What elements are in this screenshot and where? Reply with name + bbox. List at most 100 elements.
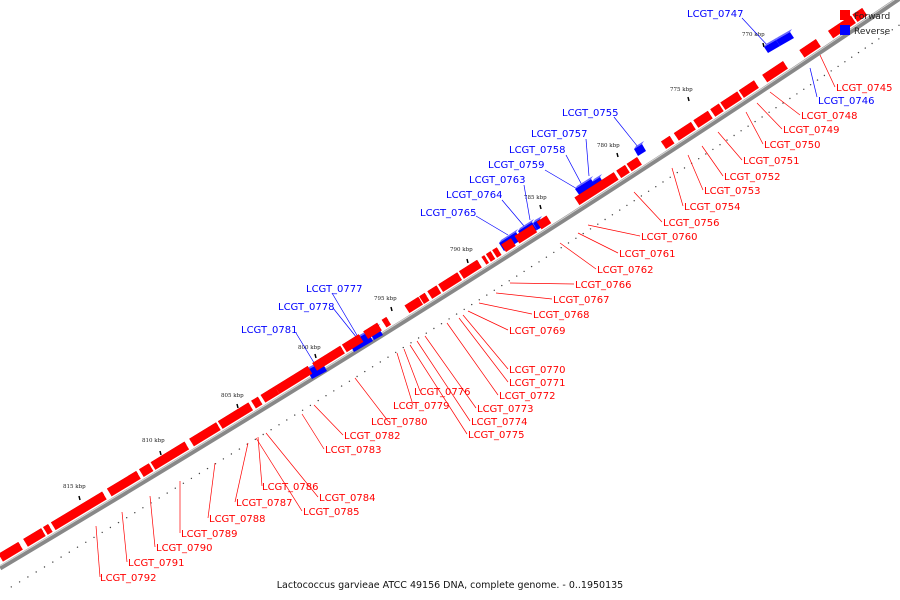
gene-label[interactable]: LCGT_0781: [241, 325, 298, 336]
gene-label[interactable]: LCGT_0772: [499, 391, 556, 402]
gene-label[interactable]: LCGT_0745: [836, 83, 893, 94]
forward-gene-block[interactable]: [799, 39, 821, 58]
gene-label[interactable]: LCGT_0764: [446, 190, 503, 201]
gene-label[interactable]: LCGT_0776: [414, 387, 471, 398]
forward-gene-block[interactable]: [342, 334, 364, 353]
gene-label[interactable]: LCGT_0773: [477, 404, 534, 415]
gene-label[interactable]: LCGT_0777: [306, 284, 363, 295]
tick-label: 810 kbp: [142, 438, 165, 444]
forward-gene-block[interactable]: [501, 238, 516, 253]
gene-label[interactable]: LCGT_0771: [509, 378, 566, 389]
gene-lcgt-0755[interactable]: [634, 141, 646, 156]
forward-gene-block[interactable]: [626, 157, 642, 172]
gene-label[interactable]: LCGT_0768: [533, 310, 590, 321]
gene-label[interactable]: LCGT_0766: [575, 280, 632, 291]
forward-gene-block[interactable]: [189, 422, 221, 447]
forward-gene-block[interactable]: [427, 285, 442, 299]
gene-label[interactable]: LCGT_0774: [471, 417, 528, 428]
forward-gene-block[interactable]: [43, 524, 53, 535]
forward-gene-block[interactable]: [251, 396, 263, 409]
forward-gene-block[interactable]: [419, 292, 430, 304]
forward-gene-face: [536, 215, 552, 230]
gene-label[interactable]: LCGT_0786: [262, 482, 319, 493]
gene-label[interactable]: LCGT_0761: [619, 249, 676, 260]
forward-gene-block[interactable]: [438, 272, 463, 292]
forward-gene-block[interactable]: [363, 322, 382, 340]
gene-label[interactable]: LCGT_0758: [509, 145, 566, 156]
gene-label[interactable]: LCGT_0747: [687, 9, 744, 20]
gene-label[interactable]: LCGT_0784: [319, 493, 376, 504]
gene-label[interactable]: LCGT_0763: [469, 175, 526, 186]
gene-label[interactable]: LCGT_0754: [684, 202, 741, 213]
forward-gene-block[interactable]: [485, 251, 496, 262]
gene-label[interactable]: LCGT_0769: [509, 326, 566, 337]
gene-label[interactable]: LCGT_0787: [236, 498, 293, 509]
forward-gene-block[interactable]: [381, 316, 392, 328]
forward-gene-block[interactable]: [720, 91, 743, 111]
forward-gene-block[interactable]: [312, 345, 345, 371]
gene-label[interactable]: LCGT_0765: [420, 208, 477, 219]
forward-gene-block[interactable]: [616, 164, 630, 179]
forward-gene-block[interactable]: [150, 441, 190, 470]
forward-gene-block[interactable]: [0, 541, 23, 562]
forward-gene-block[interactable]: [481, 255, 490, 265]
forward-gene-block[interactable]: [738, 80, 759, 98]
forward-gene-face: [251, 396, 263, 409]
forward-gene-block[interactable]: [661, 135, 675, 150]
gene-lcgt-0747[interactable]: [764, 37, 780, 53]
gene-label[interactable]: LCGT_0753: [704, 186, 761, 197]
gene-label[interactable]: LCGT_0780: [371, 417, 428, 428]
gene-lcgt-0747b[interactable]: [776, 29, 794, 46]
gene-label[interactable]: LCGT_0779: [393, 401, 450, 412]
forward-gene-block[interactable]: [23, 528, 46, 547]
forward-gene-block[interactable]: [50, 491, 107, 531]
forward-gene-block[interactable]: [106, 471, 141, 497]
gene-label[interactable]: LCGT_0785: [303, 507, 360, 518]
gene-label[interactable]: LCGT_0762: [597, 265, 654, 276]
gene-label[interactable]: LCGT_0752: [724, 172, 781, 183]
leader-line: [409, 344, 468, 435]
gene-label[interactable]: LCGT_0751: [743, 156, 800, 167]
forward-gene-block[interactable]: [260, 386, 280, 403]
minor-tick-dot: [575, 237, 577, 239]
forward-gene-block[interactable]: [459, 259, 482, 279]
gene-label[interactable]: LCGT_0789: [181, 529, 238, 540]
minor-tick-dot: [538, 261, 540, 263]
forward-gene-block[interactable]: [673, 121, 696, 141]
gene-label[interactable]: LCGT_0792: [100, 573, 157, 584]
gene-label[interactable]: LCGT_0775: [468, 430, 525, 441]
forward-gene-block[interactable]: [693, 110, 713, 128]
gene-label[interactable]: LCGT_0783: [325, 445, 382, 456]
forward-gene-block[interactable]: [404, 296, 424, 314]
gene-label[interactable]: LCGT_0749: [783, 125, 840, 136]
gene-label[interactable]: LCGT_0791: [128, 558, 185, 569]
gene-label[interactable]: LCGT_0767: [553, 295, 610, 306]
forward-gene-block[interactable]: [762, 61, 788, 83]
leader-lines: [95, 17, 836, 578]
forward-gene-block[interactable]: [514, 224, 538, 244]
forward-gene-face: [363, 322, 382, 340]
gene-label[interactable]: LCGT_0759: [488, 160, 545, 171]
gene-label[interactable]: LCGT_0748: [801, 111, 858, 122]
gene-label[interactable]: LCGT_0750: [764, 140, 821, 151]
forward-gene-face: [616, 164, 630, 179]
gene-label[interactable]: LCGT_0755: [562, 108, 619, 119]
gene-label[interactable]: LCGT_0782: [344, 431, 401, 442]
gene-label[interactable]: LCGT_0788: [209, 514, 266, 525]
gene-label[interactable]: LCGT_0770: [509, 365, 566, 376]
forward-gene-block[interactable]: [492, 247, 502, 258]
gene-label[interactable]: LCGT_0757: [531, 129, 588, 140]
forward-gene-block[interactable]: [274, 365, 313, 394]
gene-label[interactable]: LCGT_0756: [663, 218, 720, 229]
forward-gene-block[interactable]: [139, 463, 154, 477]
forward-gene-block[interactable]: [217, 402, 254, 429]
minor-tick-dot: [669, 176, 671, 178]
gene-label[interactable]: LCGT_0790: [156, 543, 213, 554]
forward-gene-block[interactable]: [574, 172, 619, 206]
forward-gene-block[interactable]: [536, 215, 552, 230]
forward-gene-block[interactable]: [852, 7, 868, 22]
gene-label[interactable]: LCGT_0746: [818, 96, 875, 107]
gene-label[interactable]: LCGT_0760: [641, 232, 698, 243]
gene-label[interactable]: LCGT_0778: [278, 302, 335, 313]
forward-gene-block[interactable]: [710, 103, 724, 117]
